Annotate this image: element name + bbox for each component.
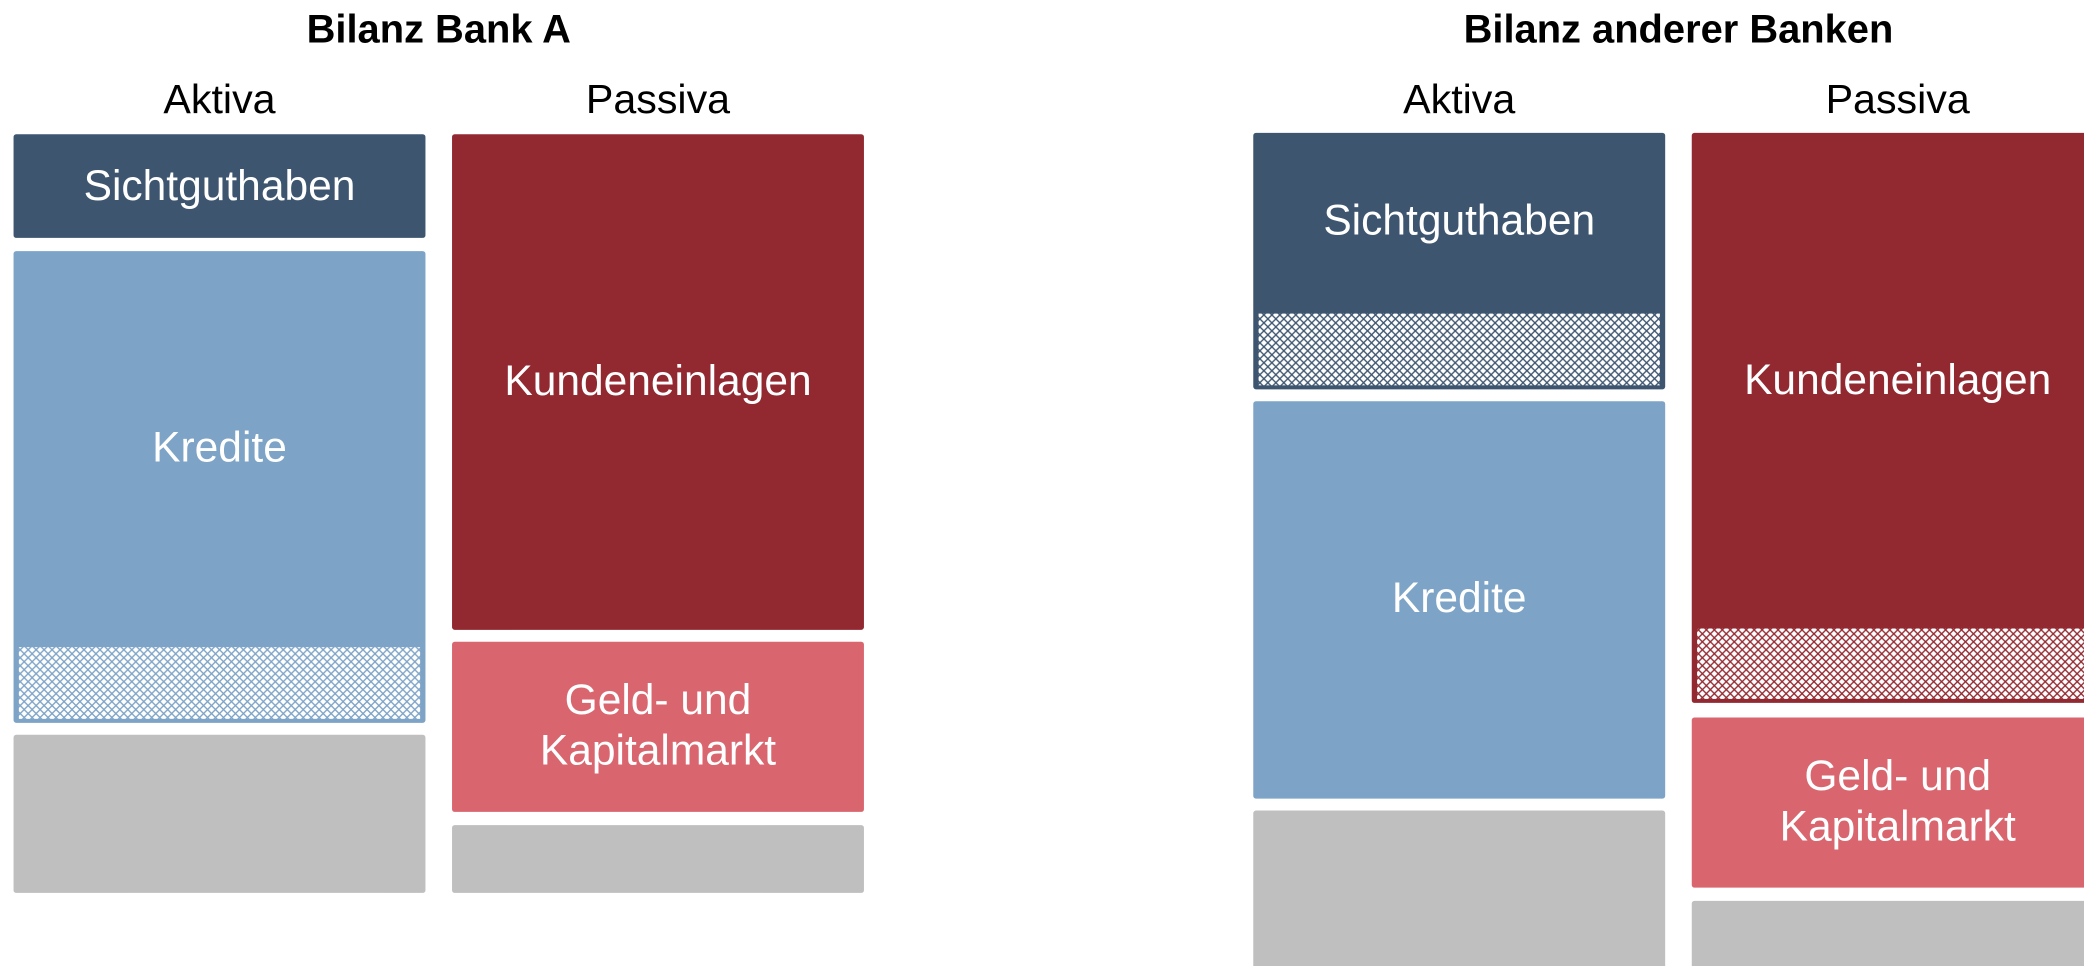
- balance-block: [1691, 132, 2084, 703]
- block-label: Kundeneinlagen: [504, 358, 811, 405]
- block-label: Geld- und: [565, 677, 752, 724]
- hatched-area: [18, 647, 421, 719]
- balance-block: [1691, 900, 2084, 966]
- panel-title: Bilanz anderer Banken: [1464, 7, 1894, 51]
- balance-block: [13, 134, 426, 238]
- column-header: Passiva: [586, 76, 730, 122]
- balance-block: [13, 734, 426, 893]
- block-label: Sichtguthaben: [1323, 197, 1595, 244]
- block-label: Kapitalmarkt: [1780, 803, 2016, 850]
- block-label: Geld- und: [1804, 753, 1991, 800]
- block-label: Kredite: [1392, 575, 1527, 622]
- balance-block: [1253, 401, 1666, 799]
- block-label: Kapitalmarkt: [540, 728, 776, 775]
- balance-block: [1253, 810, 1666, 966]
- hatched-area: [1258, 313, 1660, 386]
- balance-block: [13, 251, 426, 723]
- balance-block: [1691, 717, 2084, 888]
- balance-block: [452, 641, 864, 812]
- balance-block: [452, 825, 864, 893]
- block-label: Kredite: [152, 425, 287, 472]
- panel-title: Bilanz Bank A: [307, 7, 571, 51]
- column-header: Aktiva: [1403, 76, 1515, 122]
- hatched-area: [1697, 628, 2084, 699]
- block-label: Kundeneinlagen: [1744, 357, 2051, 404]
- block-label: Sichtguthaben: [84, 163, 356, 210]
- column-header: Passiva: [1826, 76, 1970, 122]
- column-header: Aktiva: [163, 76, 275, 122]
- balance-block: [452, 134, 864, 630]
